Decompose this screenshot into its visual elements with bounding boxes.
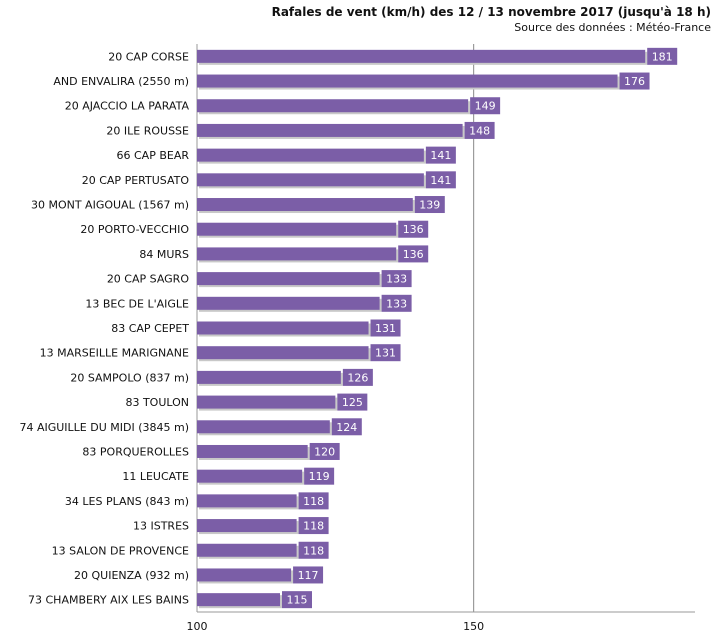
data-label-box [337,393,368,411]
bar [197,444,308,458]
data-label: 141 [430,174,451,187]
category-label: 84 MURS [139,248,189,261]
data-label-box [619,72,650,90]
bar [197,593,280,607]
bar [197,173,424,187]
data-label: 148 [469,124,490,137]
data-label: 118 [303,544,324,557]
data-label: 118 [303,520,324,533]
bar [197,469,303,483]
data-label: 131 [375,347,396,360]
data-label: 131 [375,322,396,335]
category-label: 73 CHAMBERY AIX LES BAINS [28,594,189,607]
bar [197,296,380,310]
category-label: 74 AIGUILLE DU MIDI (3845 m) [19,421,189,434]
bar [197,74,618,88]
data-label: 118 [303,495,324,508]
category-label: 20 AJACCIO LA PARATA [65,100,190,113]
category-label: 20 CAP PERTUSATO [82,174,190,187]
data-label: 181 [652,50,673,63]
category-label: 20 PORTO-VECCHIO [80,223,189,236]
bar [197,99,469,113]
bar [197,395,336,409]
data-label-box [381,270,412,288]
data-label-box [647,47,678,65]
bar [197,222,397,236]
category-label: 20 SAMPOLO (837 m) [70,371,189,384]
data-label-box [309,442,340,460]
data-label: 133 [386,273,407,286]
bar [197,321,369,335]
data-label: 136 [403,248,424,261]
category-label: 83 CAP CEPET [111,322,189,335]
data-label: 124 [336,421,357,434]
category-label: 20 QUIENZA (932 m) [74,569,189,582]
bar [197,346,369,360]
category-label: 20 CAP SAGRO [107,273,190,286]
category-label: 13 MARSEILLE MARIGNANE [40,347,189,360]
data-label: 133 [386,297,407,310]
category-label: 20 CAP CORSE [108,50,189,63]
data-label-box [370,319,401,337]
data-label-box [298,517,329,535]
bar [197,494,297,508]
chart-title: Rafales de vent (km/h) des 12 / 13 novem… [272,5,711,19]
bar [197,198,413,212]
data-label: 126 [347,371,368,384]
x-tick-label: 100 [187,620,208,633]
data-label-box [425,171,456,189]
plot-area: 100 150 20 CAP CORSE 181 AND ENVALIRA (2550 … [19,44,695,633]
bar [197,272,380,286]
data-label: 117 [298,569,319,582]
bar [197,370,341,384]
category-label: 13 ISTRES [133,520,189,533]
category-label: 66 CAP BEAR [117,149,190,162]
category-label: 11 LEUCATE [122,470,189,483]
data-label-box [470,97,501,115]
data-label-box [398,220,429,238]
data-label-box [414,196,445,214]
data-label-box [464,121,495,139]
data-label-box [381,294,412,312]
data-label-box [282,591,312,609]
bar [197,123,463,137]
data-label-box [298,541,329,559]
data-label-box [331,418,362,436]
data-label-box [304,467,335,485]
category-label: 13 BEC DE L'AIGLE [85,297,189,310]
data-label-box [398,245,429,263]
category-label: 34 LES PLANS (843 m) [65,495,189,508]
bar [197,148,424,162]
category-label: 83 TOULON [125,396,189,409]
x-tick-label: 150 [463,620,484,633]
data-label: 120 [314,445,335,458]
category-label: 30 MONT AIGOUAL (1567 m) [31,199,189,212]
data-label: 149 [475,100,496,113]
data-label-box [370,344,401,362]
chart-subtitle: Source des données : Météo-France [514,21,711,34]
data-label: 125 [342,396,363,409]
data-label-box [293,566,324,584]
bar [197,420,330,434]
category-label: 20 ILE ROUSSE [106,124,189,137]
bar [197,568,292,582]
category-label: AND ENVALIRA (2550 m) [53,75,189,88]
data-label-box [425,146,456,164]
bar [197,519,297,533]
data-label: 119 [309,470,330,483]
bar [197,247,397,261]
data-label: 136 [403,223,424,236]
data-label-box [342,368,373,386]
data-label: 176 [624,75,645,88]
data-label: 141 [430,149,451,162]
data-label: 139 [419,199,440,212]
data-label-box [298,492,329,510]
data-label: 115 [287,594,308,607]
category-label: 83 PORQUEROLLES [82,445,189,458]
bar [197,543,297,557]
category-label: 13 SALON DE PROVENCE [52,544,189,557]
bar [197,49,646,63]
